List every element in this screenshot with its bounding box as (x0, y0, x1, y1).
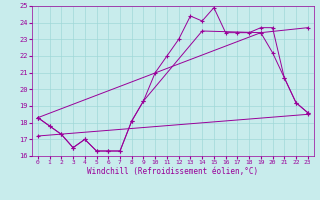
X-axis label: Windchill (Refroidissement éolien,°C): Windchill (Refroidissement éolien,°C) (87, 167, 258, 176)
